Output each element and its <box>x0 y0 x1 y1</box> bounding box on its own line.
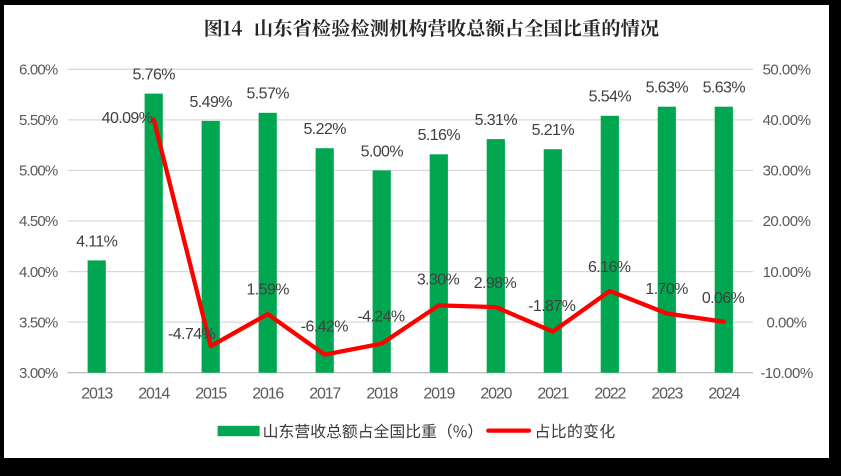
svg-text:4.11%: 4.11% <box>76 233 118 250</box>
svg-text:2023: 2023 <box>651 385 683 402</box>
svg-text:2024: 2024 <box>708 385 740 402</box>
svg-text:4.50%: 4.50% <box>19 213 58 230</box>
svg-text:5.31%: 5.31% <box>475 112 518 129</box>
svg-text:5.22%: 5.22% <box>304 121 347 138</box>
svg-text:5.21%: 5.21% <box>532 122 575 139</box>
svg-text:5.57%: 5.57% <box>247 86 290 103</box>
svg-text:2021: 2021 <box>537 385 569 402</box>
svg-text:1.59%: 1.59% <box>247 282 290 299</box>
svg-text:6.00%: 6.00% <box>19 62 58 79</box>
svg-text:2013: 2013 <box>81 385 113 402</box>
svg-text:5.00%: 5.00% <box>19 163 58 180</box>
svg-text:20.00%: 20.00% <box>763 213 811 230</box>
svg-text:2.98%: 2.98% <box>474 275 517 292</box>
svg-text:-1.87%: -1.87% <box>528 298 575 315</box>
svg-text:2017: 2017 <box>309 385 341 402</box>
svg-text:-4.24%: -4.24% <box>357 309 404 326</box>
svg-text:5.54%: 5.54% <box>589 89 632 106</box>
svg-text:1.70%: 1.70% <box>645 281 688 298</box>
svg-text:2022: 2022 <box>594 385 626 402</box>
svg-text:2018: 2018 <box>366 385 398 402</box>
svg-text:30.00%: 30.00% <box>763 163 811 180</box>
svg-text:40.09%: 40.09% <box>102 110 153 127</box>
svg-text:-6.42%: -6.42% <box>301 319 348 336</box>
svg-text:0.00%: 0.00% <box>766 314 806 331</box>
svg-text:5.63%: 5.63% <box>646 80 689 97</box>
svg-text:50.00%: 50.00% <box>763 62 811 79</box>
svg-text:3.30%: 3.30% <box>417 272 460 289</box>
svg-text:5.49%: 5.49% <box>190 94 233 111</box>
svg-text:-4.74%: -4.74% <box>168 326 215 343</box>
svg-text:5.00%: 5.00% <box>361 143 404 160</box>
svg-text:40.00%: 40.00% <box>763 112 811 129</box>
svg-text:10.00%: 10.00% <box>763 264 811 281</box>
svg-text:2020: 2020 <box>480 385 512 402</box>
svg-text:2014: 2014 <box>138 385 170 402</box>
svg-text:2019: 2019 <box>423 385 455 402</box>
svg-text:0.06%: 0.06% <box>702 290 745 307</box>
svg-text:6.16%: 6.16% <box>588 259 631 276</box>
svg-text:4.00%: 4.00% <box>19 264 58 281</box>
svg-text:5.50%: 5.50% <box>19 112 58 129</box>
svg-text:5.76%: 5.76% <box>133 67 176 84</box>
svg-text:2015: 2015 <box>195 385 227 402</box>
svg-text:2016: 2016 <box>252 385 284 402</box>
svg-text:5.63%: 5.63% <box>703 80 746 97</box>
svg-text:3.50%: 3.50% <box>19 314 58 331</box>
svg-text:3.00%: 3.00% <box>19 365 58 382</box>
svg-text:-10.00%: -10.00% <box>760 365 813 382</box>
svg-text:5.16%: 5.16% <box>418 127 461 144</box>
